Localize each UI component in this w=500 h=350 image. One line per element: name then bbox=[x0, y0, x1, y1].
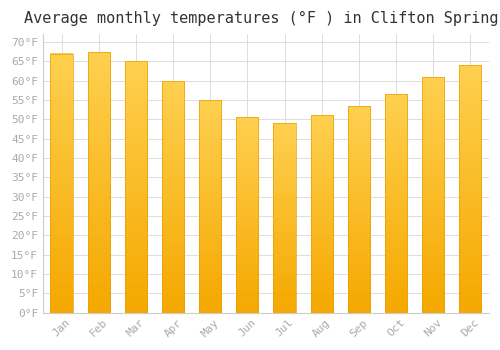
Bar bbox=[236, 117, 258, 313]
Bar bbox=[199, 100, 222, 313]
Bar bbox=[162, 80, 184, 313]
Bar bbox=[124, 61, 147, 313]
Bar bbox=[310, 116, 333, 313]
Bar bbox=[422, 77, 444, 313]
Bar bbox=[88, 52, 110, 313]
Bar bbox=[385, 94, 407, 313]
Bar bbox=[459, 65, 481, 313]
Bar bbox=[274, 123, 295, 313]
Bar bbox=[348, 106, 370, 313]
Bar bbox=[50, 54, 72, 313]
Title: Average monthly temperatures (°F ) in Clifton Springs: Average monthly temperatures (°F ) in Cl… bbox=[24, 11, 500, 26]
